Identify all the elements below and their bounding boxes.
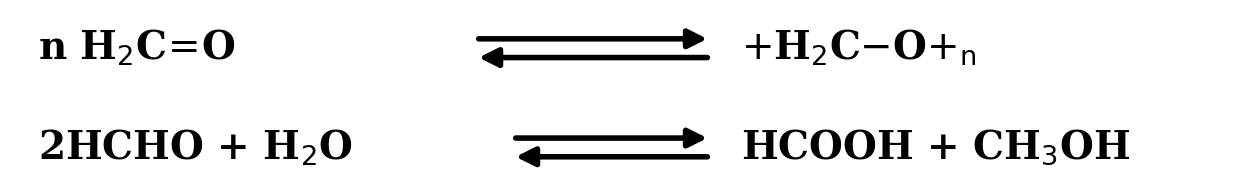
Text: HCOOH + CH$_3$OH: HCOOH + CH$_3$OH <box>742 128 1130 167</box>
Text: $\mathsf{+}$H$_2$C$-$O$\mathsf{+}_\mathsf{n}$: $\mathsf{+}$H$_2$C$-$O$\mathsf{+}_\maths… <box>742 28 976 68</box>
Text: n H$_2$C$\!=\!$O: n H$_2$C$\!=\!$O <box>38 28 236 68</box>
Text: 2HCHO + H$_2$O: 2HCHO + H$_2$O <box>38 127 353 168</box>
